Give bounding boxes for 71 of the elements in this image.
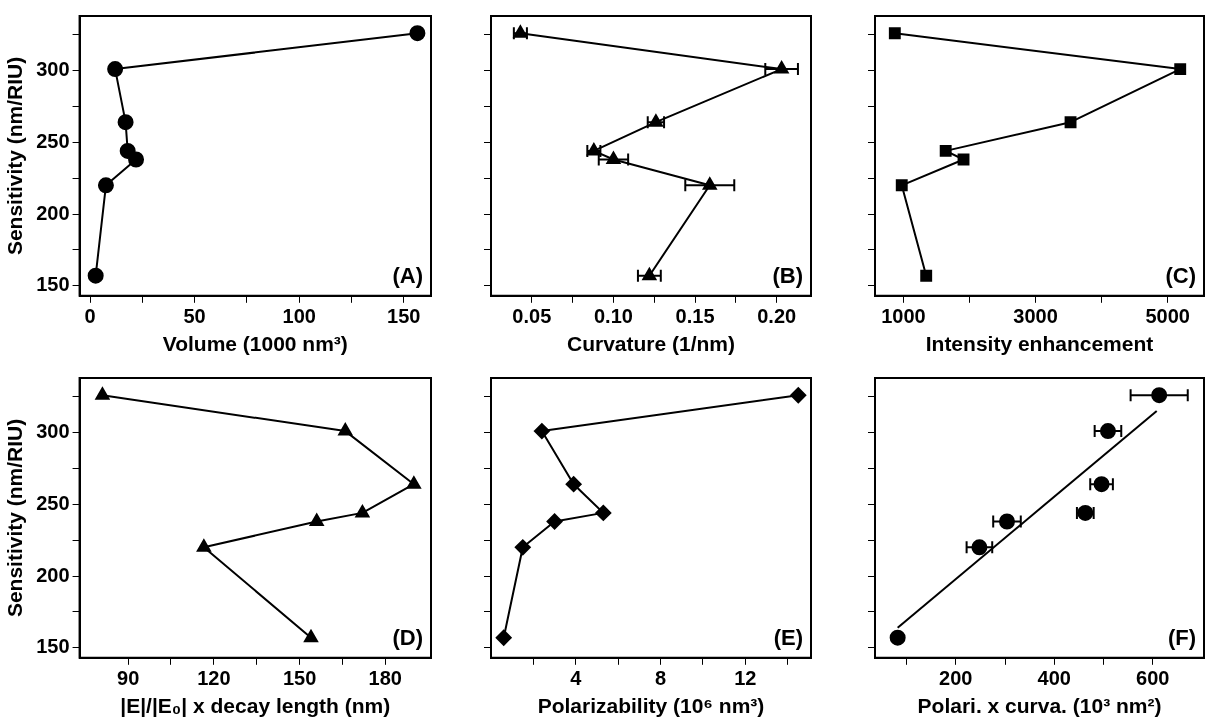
point	[338, 423, 353, 436]
point	[790, 387, 807, 404]
x-axis-title: Polari. x curva. (10³ nm²)	[917, 694, 1162, 718]
x-tick-label: 3000	[1013, 305, 1058, 328]
point	[128, 151, 145, 168]
point	[895, 179, 908, 192]
x-tick-label: 180	[368, 667, 402, 690]
x-axis-title: Intensity enhancement	[925, 332, 1154, 356]
point	[87, 267, 104, 284]
point	[95, 387, 110, 400]
annotation: (C)	[1165, 262, 1196, 288]
point	[888, 27, 901, 40]
point	[309, 513, 324, 526]
x-axis-title: Polarizability (10⁶ nm³)	[537, 694, 765, 718]
point	[533, 423, 550, 440]
point	[409, 25, 426, 42]
y-tick-label: 200	[36, 563, 70, 586]
y-axis-title: Sensitivity (nm/RIU)	[3, 56, 27, 256]
x-tick-label: 150	[282, 667, 317, 690]
point	[1064, 116, 1077, 129]
x-tick-label: 4	[570, 667, 583, 690]
x-tick-label: 400	[1037, 667, 1071, 690]
x-axis-title: Curvature (1/nm)	[566, 332, 736, 356]
annotation: (E)	[773, 624, 803, 650]
y-tick-label: 150	[36, 273, 70, 296]
x-tick-label: 0.20	[757, 305, 797, 328]
x-tick-label: 0.05	[512, 305, 552, 328]
x-axis-title: Volume (1000 nm³)	[162, 332, 348, 356]
x-axis-title: |E|/|E₀| x decay length (nm)	[120, 694, 391, 718]
point	[546, 513, 563, 530]
y-tick-label: 150	[36, 635, 70, 658]
point	[406, 476, 421, 489]
point	[595, 504, 612, 521]
point	[303, 629, 319, 643]
x-tick-label: 150	[387, 305, 421, 328]
annotation: (B)	[772, 262, 803, 288]
point	[889, 629, 906, 646]
point	[939, 144, 952, 157]
point	[1174, 63, 1187, 76]
point	[495, 629, 512, 646]
point	[774, 61, 789, 74]
x-tick-label: 200	[939, 667, 973, 690]
y-tick-label: 200	[36, 201, 70, 224]
y-tick-label: 300	[36, 58, 70, 81]
point	[107, 61, 124, 78]
y-tick-label: 250	[36, 491, 70, 514]
point	[514, 539, 531, 556]
point	[117, 114, 134, 131]
annotation: (D)	[392, 624, 423, 650]
x-tick-label: 90	[117, 667, 140, 690]
point	[565, 476, 582, 493]
annotation: (F)	[1167, 624, 1196, 650]
y-tick-label: 300	[36, 420, 70, 443]
x-tick-label: 0.15	[675, 305, 715, 328]
x-tick-label: 8	[654, 667, 667, 690]
x-tick-label: 1000	[881, 305, 926, 328]
x-tick-label: 100	[282, 305, 316, 328]
x-tick-label: 0	[84, 305, 96, 328]
point	[355, 504, 370, 518]
x-tick-label: 12	[734, 667, 757, 690]
point	[97, 177, 114, 194]
point	[196, 539, 211, 552]
x-tick-label: 0.10	[593, 305, 633, 328]
x-tick-label: 50	[183, 305, 206, 328]
y-tick-label: 250	[36, 129, 70, 152]
point	[920, 269, 933, 282]
annotation: (A)	[392, 262, 423, 288]
x-tick-label: 120	[197, 667, 231, 690]
x-tick-label: 5000	[1145, 305, 1190, 328]
x-tick-label: 600	[1136, 667, 1170, 690]
y-axis-title: Sensitivity (nm/RIU)	[3, 418, 27, 618]
